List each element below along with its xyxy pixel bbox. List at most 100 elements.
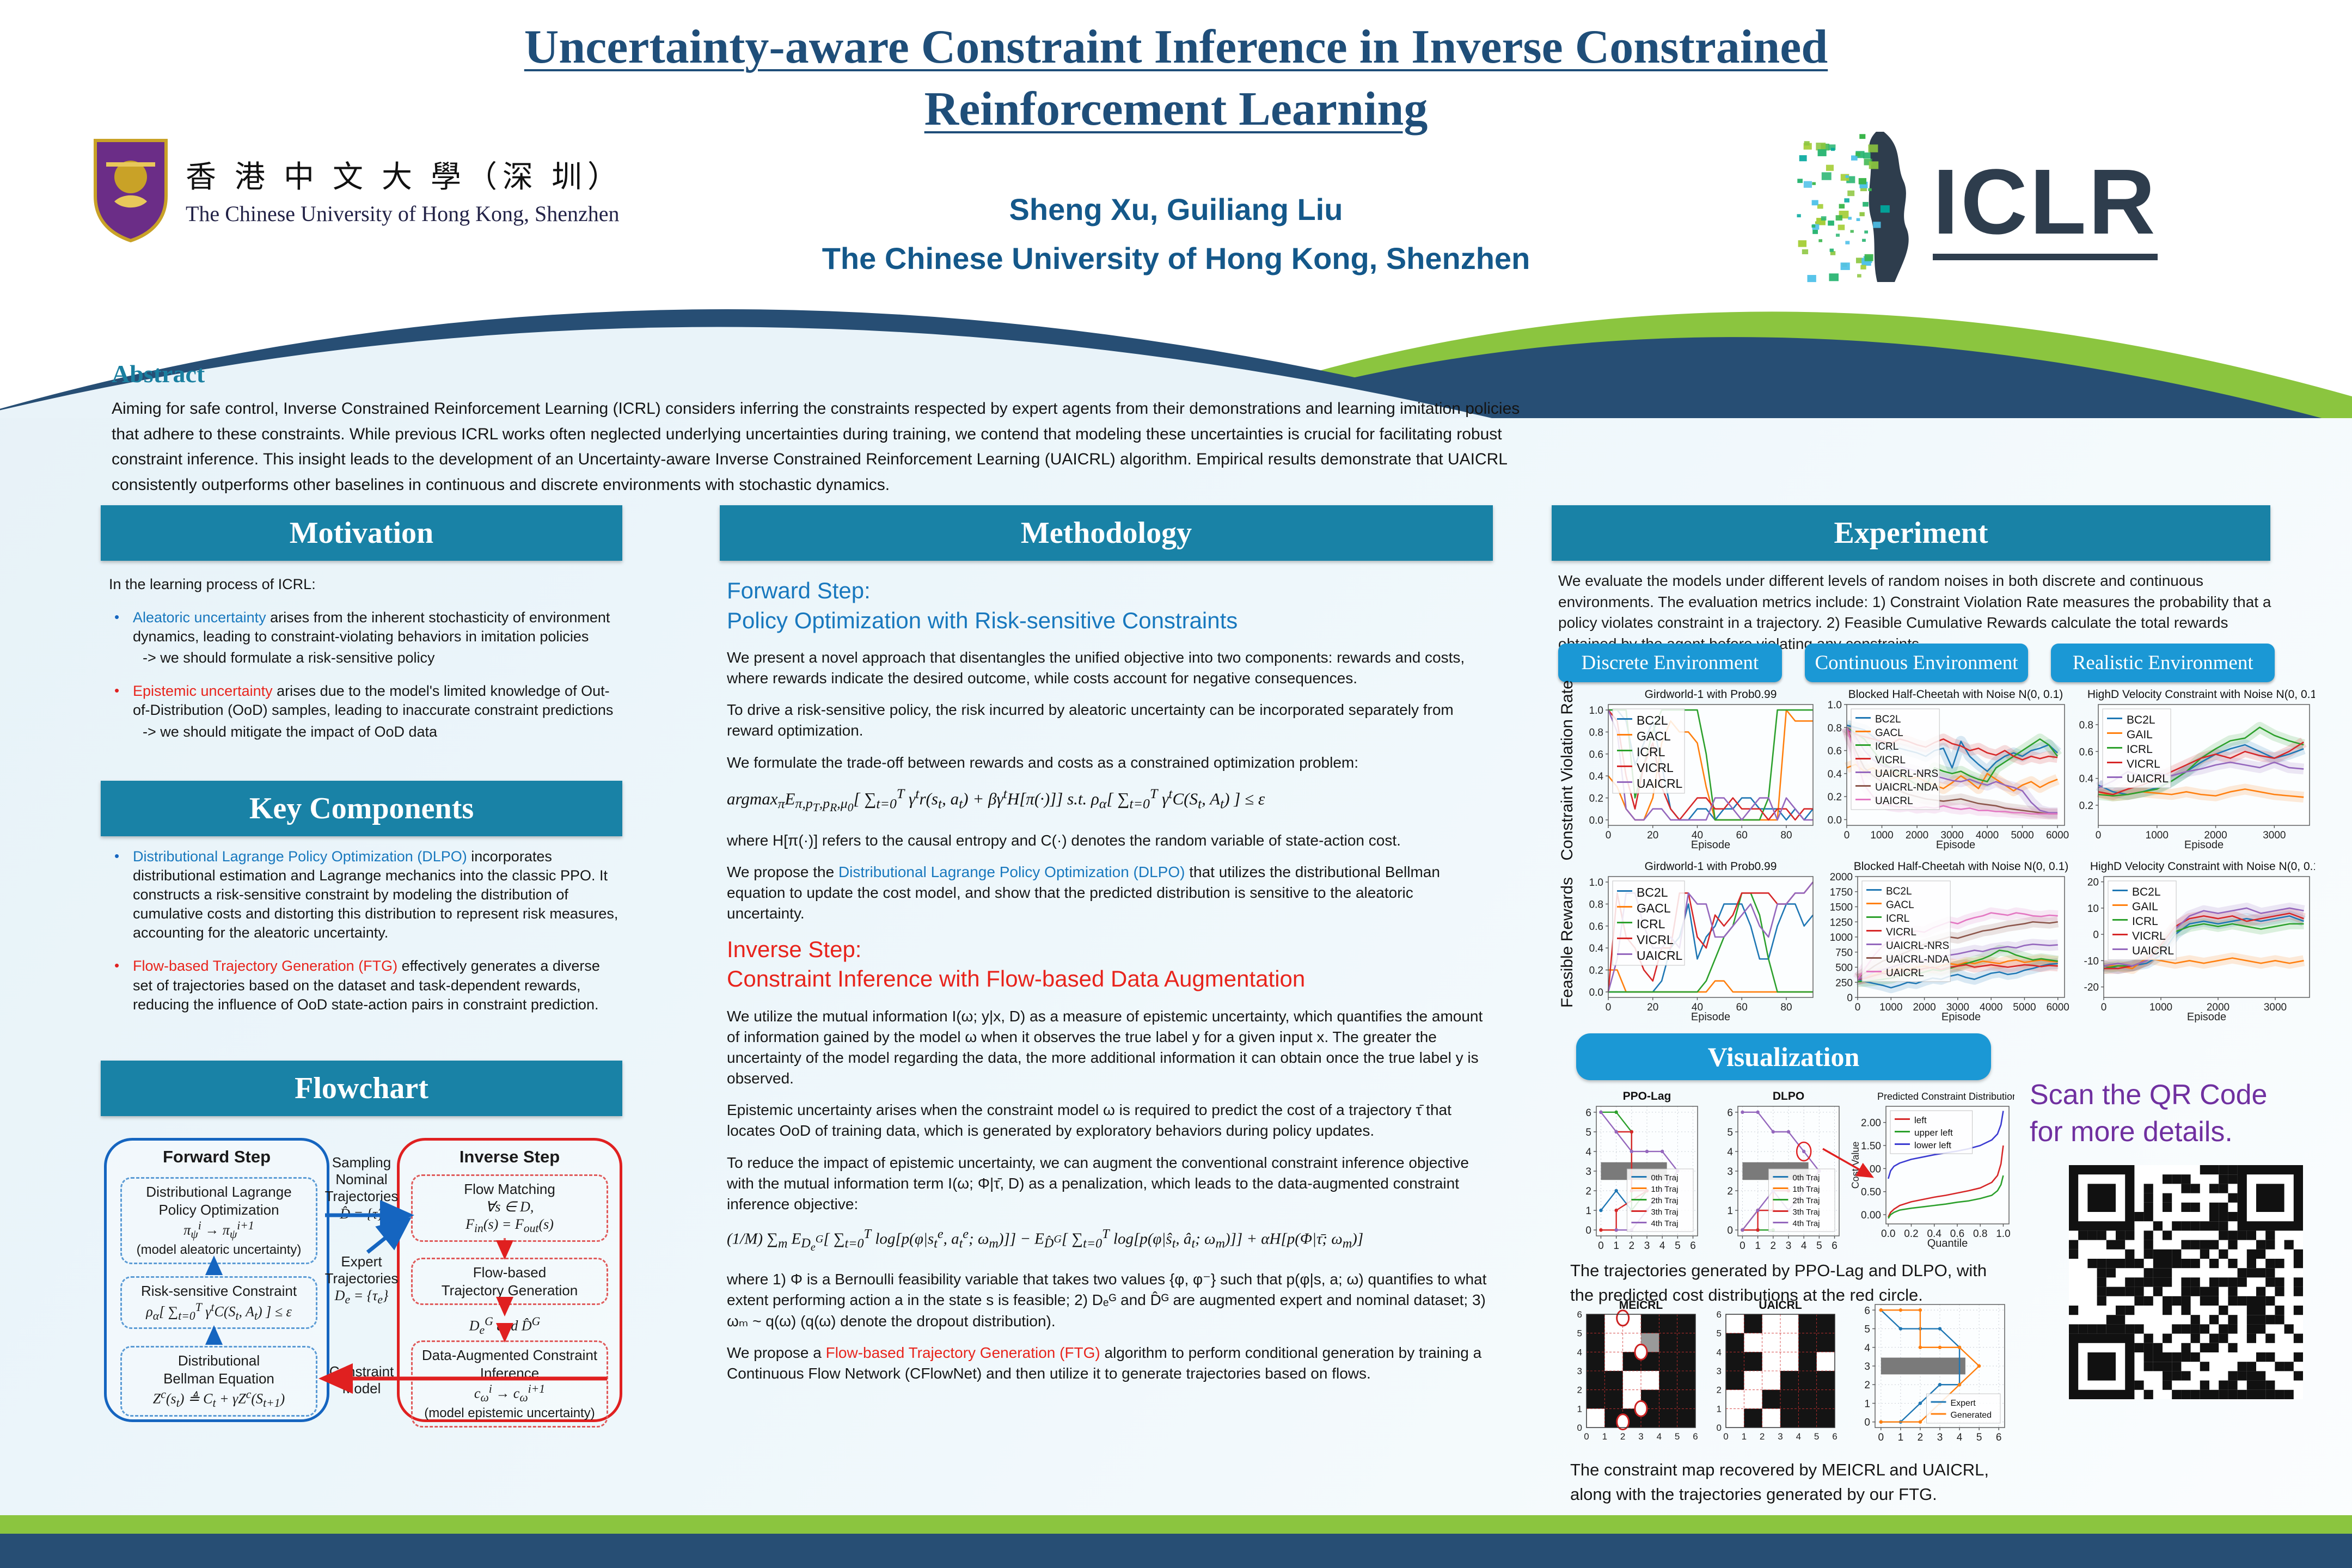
svg-text:0.2: 0.2 bbox=[1828, 792, 1842, 803]
svg-text:1.00: 1.00 bbox=[1861, 1163, 1881, 1175]
svg-text:4th Traj: 4th Traj bbox=[1792, 1219, 1820, 1228]
svg-text:6: 6 bbox=[1690, 1240, 1696, 1252]
chart-cvr-halfcheetah: 0 1000 2000 3000 4000 5000 6000 0.0 0.2 0.4 0.6 0.8… bbox=[1828, 688, 2069, 851]
epistemic-text: arises due to the model's limited knowle… bbox=[133, 683, 614, 719]
flowchart-diagram: Forward Step Distributional Lagrange Pol… bbox=[101, 1123, 622, 1431]
methodology-p8: To reduce the impact of epistemic uncert… bbox=[727, 1154, 1469, 1212]
svg-text:UAICRL: UAICRL bbox=[2127, 773, 2169, 785]
risk-constraint-box: Risk-sensitive Constraint ρα[ ∑t=0T γtC(… bbox=[120, 1276, 317, 1330]
discrete-environment-button[interactable]: Discrete Environment bbox=[1558, 644, 1782, 682]
svg-text:0.2: 0.2 bbox=[1589, 793, 1603, 805]
svg-text:3: 3 bbox=[1864, 1361, 1870, 1373]
svg-text:20: 20 bbox=[1647, 1002, 1658, 1013]
inverse-step-heading: Inverse Step: Constraint Inference with … bbox=[727, 936, 1306, 992]
svg-text:4: 4 bbox=[1864, 1343, 1870, 1354]
realistic-environment-button[interactable]: Realistic Environment bbox=[2051, 644, 2275, 682]
svg-text:0: 0 bbox=[1584, 1431, 1589, 1442]
constraint-model-label: Constraint Model bbox=[329, 1363, 394, 1397]
svg-text:4: 4 bbox=[1957, 1432, 1963, 1443]
svg-text:0.8: 0.8 bbox=[1973, 1228, 1987, 1240]
svg-text:1: 1 bbox=[1755, 1240, 1761, 1252]
experiment-intro: We evaluate the models under different l… bbox=[1558, 572, 2271, 652]
svg-text:6: 6 bbox=[1832, 1431, 1837, 1442]
svg-text:ICRL: ICRL bbox=[2127, 743, 2153, 756]
epistemic-highlight: Epistemic uncertainty bbox=[133, 683, 273, 700]
svg-text:Cost Value: Cost Value bbox=[1851, 1142, 1861, 1189]
continuous-environment-button[interactable]: Continuous Environment bbox=[1804, 644, 2029, 682]
key-component-ftg: • Flow-based Trajectory Generation (FTG)… bbox=[109, 957, 623, 1014]
visualization-charts: 0 1 2 3 4 5 6 0 1 2 3 4 5 6 PPO-Lag 0th Traj 1th Traj 2th… bbox=[1568, 1089, 2014, 1252]
svg-text:Generated: Generated bbox=[1950, 1411, 1992, 1420]
svg-text:Episode: Episode bbox=[1691, 839, 1730, 851]
motivation-bullet-aleatoric: • Aleatoric uncertainty arises from the … bbox=[109, 608, 623, 667]
svg-text:1.0: 1.0 bbox=[1589, 877, 1603, 889]
objective-formula: argmaxπEπ,pT,pR,μ0[ ∑t=0T γtr(st, at) + … bbox=[727, 785, 1265, 814]
svg-text:6: 6 bbox=[1693, 1431, 1698, 1442]
svg-text:0: 0 bbox=[1727, 1225, 1733, 1236]
data-augmented-inference-box: Data-Augmented Constraint Inference cωi … bbox=[411, 1340, 608, 1428]
svg-text:1: 1 bbox=[1717, 1404, 1722, 1414]
svg-text:10: 10 bbox=[2087, 903, 2099, 915]
svg-text:2.00: 2.00 bbox=[1861, 1118, 1881, 1129]
svg-text:1: 1 bbox=[1577, 1404, 1582, 1414]
svg-text:0: 0 bbox=[1585, 1225, 1591, 1236]
bullet-dot-icon: • bbox=[114, 682, 120, 699]
abstract-heading: Abstract bbox=[112, 360, 205, 388]
svg-text:UAICRL-NRS: UAICRL-NRS bbox=[1886, 940, 1949, 952]
svg-text:Episode: Episode bbox=[2184, 839, 2224, 851]
inverse-step-title: Inverse Step bbox=[459, 1147, 560, 1166]
dlpo-text: incorporates distributional estimation a… bbox=[133, 848, 618, 941]
expert-trajectories-label: Expert Trajectories De = {τe} bbox=[324, 1253, 399, 1307]
svg-text:60: 60 bbox=[1736, 830, 1748, 841]
svg-text:1000: 1000 bbox=[1870, 830, 1893, 841]
ftg-link: Flow-based Trajectory Generation (FTG) bbox=[825, 1344, 1100, 1361]
svg-text:3: 3 bbox=[1644, 1240, 1650, 1252]
svg-text:GACL: GACL bbox=[1637, 901, 1671, 915]
key-component-dlpo: • Distributional Lagrange Policy Optimiz… bbox=[109, 847, 623, 942]
constraint-maps: MEICRL 0 0 1 1 2 2 3 3 4 4 5 5 6 6 UAICRL 0 0 1 1 2 2 3 3 4 4 5 5 6… bbox=[1568, 1298, 2010, 1444]
svg-text:3: 3 bbox=[1727, 1166, 1733, 1178]
svg-text:GAIL: GAIL bbox=[2127, 728, 2153, 741]
svg-text:6: 6 bbox=[1717, 1309, 1722, 1320]
svg-text:0th Traj: 0th Traj bbox=[1792, 1173, 1820, 1183]
svg-text:2000: 2000 bbox=[2207, 1002, 2230, 1013]
methodology-p3: We formulate the trade-off between rewar… bbox=[727, 754, 1359, 771]
svg-text:3th Traj: 3th Traj bbox=[1651, 1208, 1678, 1217]
svg-text:5: 5 bbox=[1675, 1240, 1681, 1252]
svg-text:2: 2 bbox=[1620, 1431, 1625, 1442]
svg-text:4: 4 bbox=[1657, 1431, 1662, 1442]
svg-text:UAICRL-NDA: UAICRL-NDA bbox=[1875, 782, 1938, 793]
svg-text:0.6: 0.6 bbox=[2079, 746, 2093, 758]
svg-text:2: 2 bbox=[1585, 1186, 1591, 1197]
svg-text:HighD Velocity Constraint with: HighD Velocity Constraint with Noise N(0… bbox=[2087, 688, 2315, 701]
svg-text:5: 5 bbox=[1675, 1431, 1680, 1442]
aleatoric-conclusion: -> we should formulate a risk-sensitive … bbox=[143, 650, 435, 666]
svg-text:ICRL: ICRL bbox=[1875, 741, 1898, 752]
svg-text:3000: 3000 bbox=[1940, 830, 1963, 841]
cuhk-logo: 香 港 中 文 大 學（深 圳） The Chinese University … bbox=[90, 136, 623, 243]
affiliation: The Chinese University of Hong Kong, She… bbox=[822, 241, 1530, 275]
svg-text:1.0: 1.0 bbox=[1589, 705, 1603, 716]
footer-green-band bbox=[0, 1515, 2352, 1534]
inference-objective-formula: (1/M) ∑m EDeG[ ∑t=0T log[p(φ|ste, ate; ω… bbox=[727, 1226, 1364, 1254]
svg-text:40: 40 bbox=[1692, 830, 1703, 841]
svg-text:6: 6 bbox=[1996, 1432, 2002, 1443]
svg-text:3000: 3000 bbox=[1946, 1002, 1969, 1013]
svg-text:Episode: Episode bbox=[1936, 839, 1975, 851]
methodology-header: Methodology bbox=[720, 505, 1493, 561]
svg-text:1.0: 1.0 bbox=[1828, 700, 1842, 711]
svg-text:BC2L: BC2L bbox=[1886, 886, 1912, 897]
ftg-box: Flow-based Trajectory Generation bbox=[411, 1258, 608, 1305]
svg-text:5: 5 bbox=[1814, 1431, 1819, 1442]
svg-text:3: 3 bbox=[1585, 1166, 1591, 1178]
svg-text:6: 6 bbox=[1577, 1309, 1582, 1320]
poster-title: Uncertainty-aware Constraint Inference i… bbox=[0, 16, 2352, 141]
svg-text:1: 1 bbox=[1742, 1431, 1747, 1442]
visualization-header: Visualization bbox=[1576, 1033, 1991, 1080]
svg-text:upper left: upper left bbox=[1914, 1128, 1953, 1138]
methodology-p6: We utilize the mutual information I(ω; y… bbox=[727, 1008, 1483, 1087]
methodology-p4: where H[π(·)] refers to the causal entro… bbox=[727, 831, 1401, 849]
svg-text:0: 0 bbox=[1855, 1002, 1861, 1013]
